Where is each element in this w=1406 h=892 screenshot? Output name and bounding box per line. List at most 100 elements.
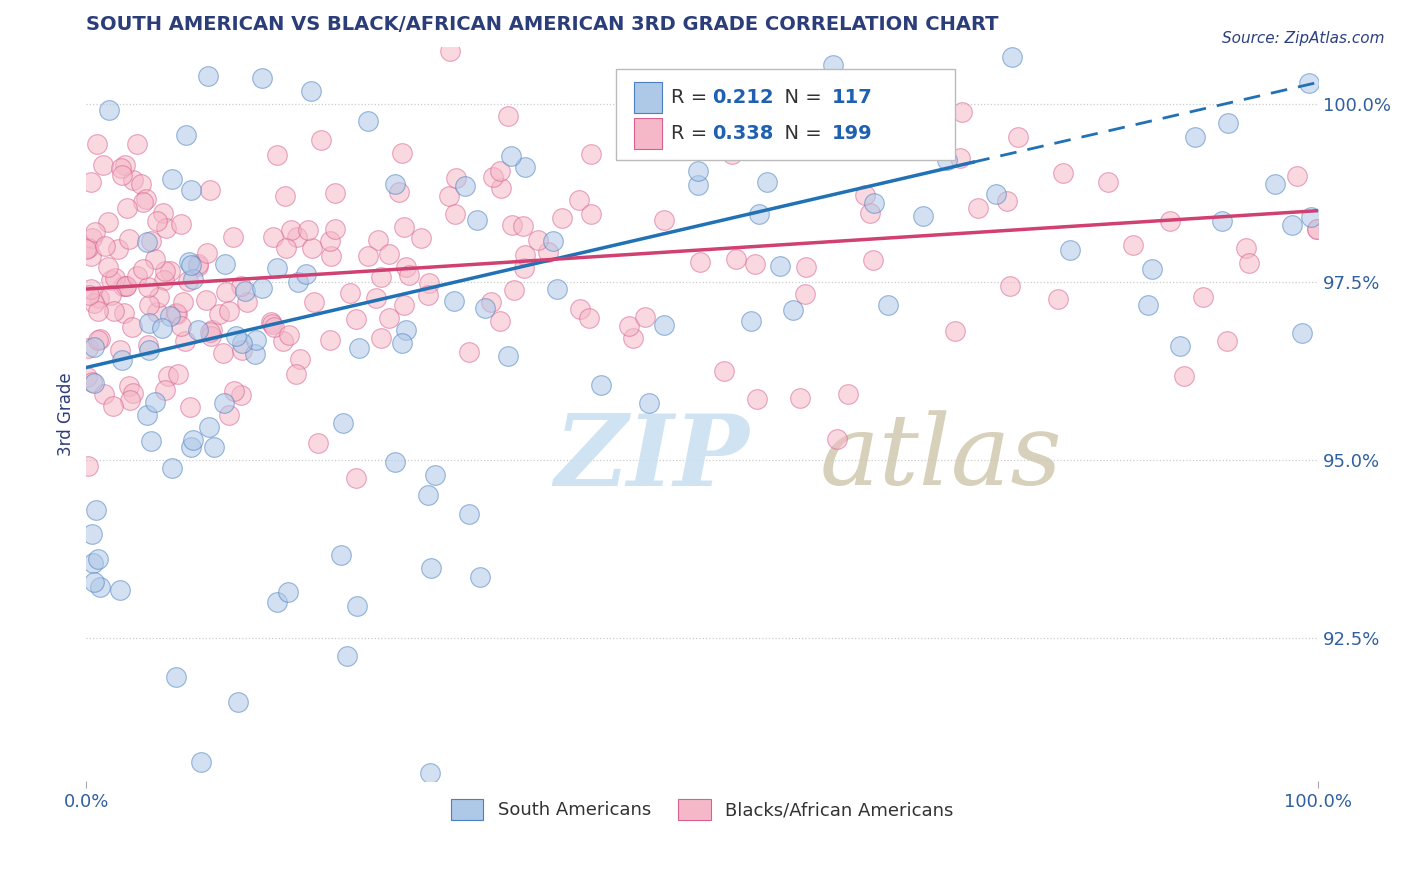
Text: 199: 199 — [831, 124, 872, 143]
Point — [153, 273, 176, 287]
Point — [1211, 214, 1233, 228]
Point — [1306, 222, 1329, 236]
Point — [319, 234, 342, 248]
Point — [260, 315, 283, 329]
Point — [159, 264, 181, 278]
Point — [1122, 238, 1144, 252]
Point — [87, 292, 110, 306]
Point — [967, 201, 990, 215]
Point — [146, 305, 169, 319]
Point — [858, 206, 880, 220]
Point — [479, 295, 502, 310]
Point — [378, 247, 401, 261]
Point — [211, 345, 233, 359]
Point — [392, 298, 415, 312]
Point — [782, 302, 804, 317]
Point — [169, 217, 191, 231]
Point — [502, 283, 524, 297]
Point — [344, 312, 367, 326]
Point — [1140, 262, 1163, 277]
Point — [284, 368, 307, 382]
Point — [998, 279, 1021, 293]
Point — [367, 233, 389, 247]
Point — [721, 147, 744, 161]
Point — [252, 70, 274, 85]
Point — [214, 257, 236, 271]
Point — [498, 110, 520, 124]
Point — [89, 580, 111, 594]
Point — [499, 148, 522, 162]
Point — [172, 295, 194, 310]
Point — [198, 183, 221, 197]
Point — [80, 282, 103, 296]
Point — [578, 310, 600, 325]
Text: R =: R = — [672, 124, 714, 143]
Point — [153, 384, 176, 398]
Point — [1285, 169, 1308, 183]
Point — [551, 211, 574, 225]
Point — [357, 249, 380, 263]
Point — [489, 181, 512, 195]
Point — [132, 194, 155, 209]
Point — [89, 332, 111, 346]
Point — [181, 271, 204, 285]
Point — [122, 385, 145, 400]
Point — [1264, 177, 1286, 191]
Point — [621, 330, 644, 344]
Point — [862, 196, 884, 211]
Point — [231, 343, 253, 357]
Point — [112, 306, 135, 320]
Point — [202, 440, 225, 454]
Point — [274, 189, 297, 203]
Point — [827, 432, 849, 446]
Point — [378, 311, 401, 326]
Point — [347, 341, 370, 355]
Point — [370, 331, 392, 345]
Point — [87, 304, 110, 318]
Point — [87, 552, 110, 566]
Point — [177, 255, 200, 269]
Point — [454, 179, 477, 194]
Point — [143, 395, 166, 409]
Point — [155, 220, 177, 235]
Point — [135, 192, 157, 206]
Point — [179, 400, 201, 414]
Point — [689, 254, 711, 268]
Point — [114, 158, 136, 172]
Point — [1237, 256, 1260, 270]
Point — [277, 585, 299, 599]
Point — [194, 293, 217, 308]
Point — [789, 391, 811, 405]
Point — [100, 273, 122, 287]
Point — [165, 670, 187, 684]
Point — [370, 270, 392, 285]
Point — [443, 207, 465, 221]
Point — [1298, 77, 1320, 91]
Text: N =: N = — [772, 124, 828, 143]
Point — [201, 323, 224, 337]
Point — [287, 275, 309, 289]
Point — [339, 285, 361, 300]
Point — [180, 183, 202, 197]
Point — [75, 243, 97, 257]
Point — [321, 249, 343, 263]
Point — [166, 307, 188, 321]
Point — [83, 340, 105, 354]
Text: R =: R = — [672, 88, 714, 107]
Point — [297, 9, 319, 23]
Point — [263, 320, 285, 334]
Point — [1136, 298, 1159, 312]
Point — [395, 260, 418, 274]
Point — [79, 249, 101, 263]
Point — [948, 151, 970, 165]
Y-axis label: 3rd Grade: 3rd Grade — [58, 372, 75, 456]
Point — [398, 268, 420, 282]
Point — [190, 756, 212, 770]
Point — [837, 387, 859, 401]
Point — [652, 213, 675, 227]
Point — [222, 384, 245, 398]
Point — [1159, 214, 1181, 228]
Point — [747, 125, 769, 139]
Point — [77, 341, 100, 355]
Point — [1291, 326, 1313, 340]
